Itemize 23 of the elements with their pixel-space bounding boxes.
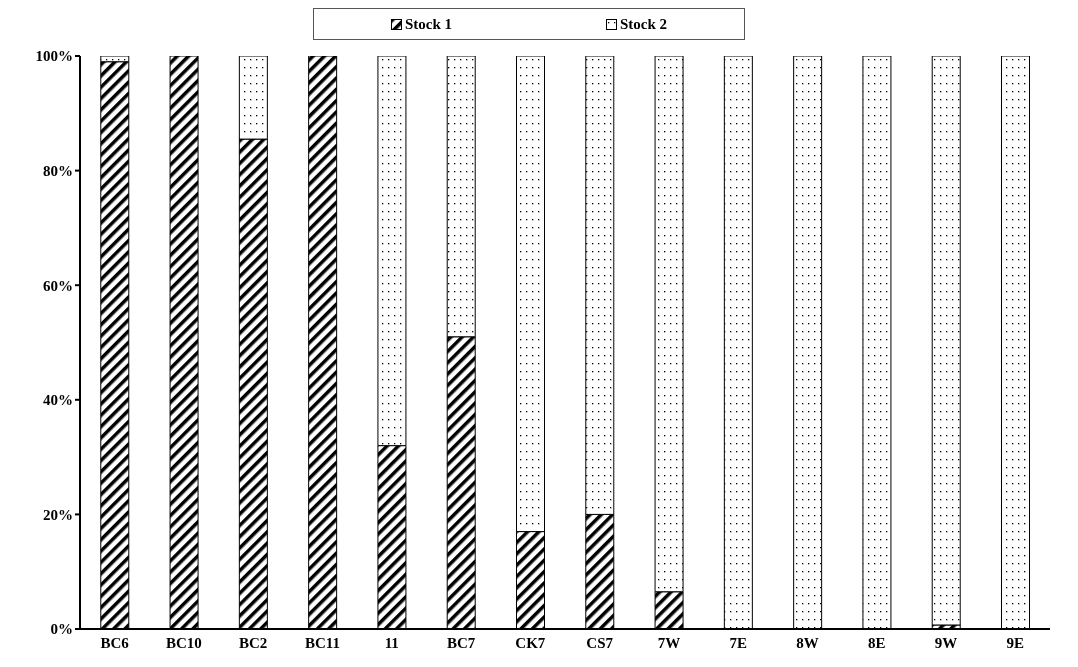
- y-tick-label: 100%: [35, 48, 73, 65]
- legend-label: Stock 1: [403, 15, 453, 33]
- x-tick-label: BC7: [446, 634, 476, 651]
- x-tick-label: BC2: [239, 634, 268, 651]
- x-tick-label: 7W: [657, 634, 681, 651]
- x-tick-label: 9W: [934, 634, 958, 651]
- y-tick-label: 60%: [43, 277, 73, 294]
- x-tick-label: BC6: [100, 634, 130, 651]
- bar: [931, 56, 961, 626]
- y-tick-label: 40%: [43, 392, 73, 409]
- x-tick-label: 8W: [796, 634, 819, 651]
- y-tick-label: 20%: [43, 506, 73, 523]
- x-tick-label: BC10: [166, 634, 202, 651]
- x-tick-label: BC11: [304, 634, 341, 651]
- y-tick-label: 0%: [50, 621, 73, 638]
- x-tick-label: CK7: [515, 634, 546, 651]
- legend-label: Stock 2: [618, 15, 668, 33]
- y-tick-label: 80%: [43, 162, 73, 179]
- x-tick-label: 7E: [729, 634, 747, 651]
- x-tick-label: 11: [384, 634, 399, 651]
- x-tick-label: 8E: [868, 634, 886, 651]
- x-tick-label: 9E: [1006, 634, 1025, 651]
- x-tick-label: CS7: [586, 634, 614, 651]
